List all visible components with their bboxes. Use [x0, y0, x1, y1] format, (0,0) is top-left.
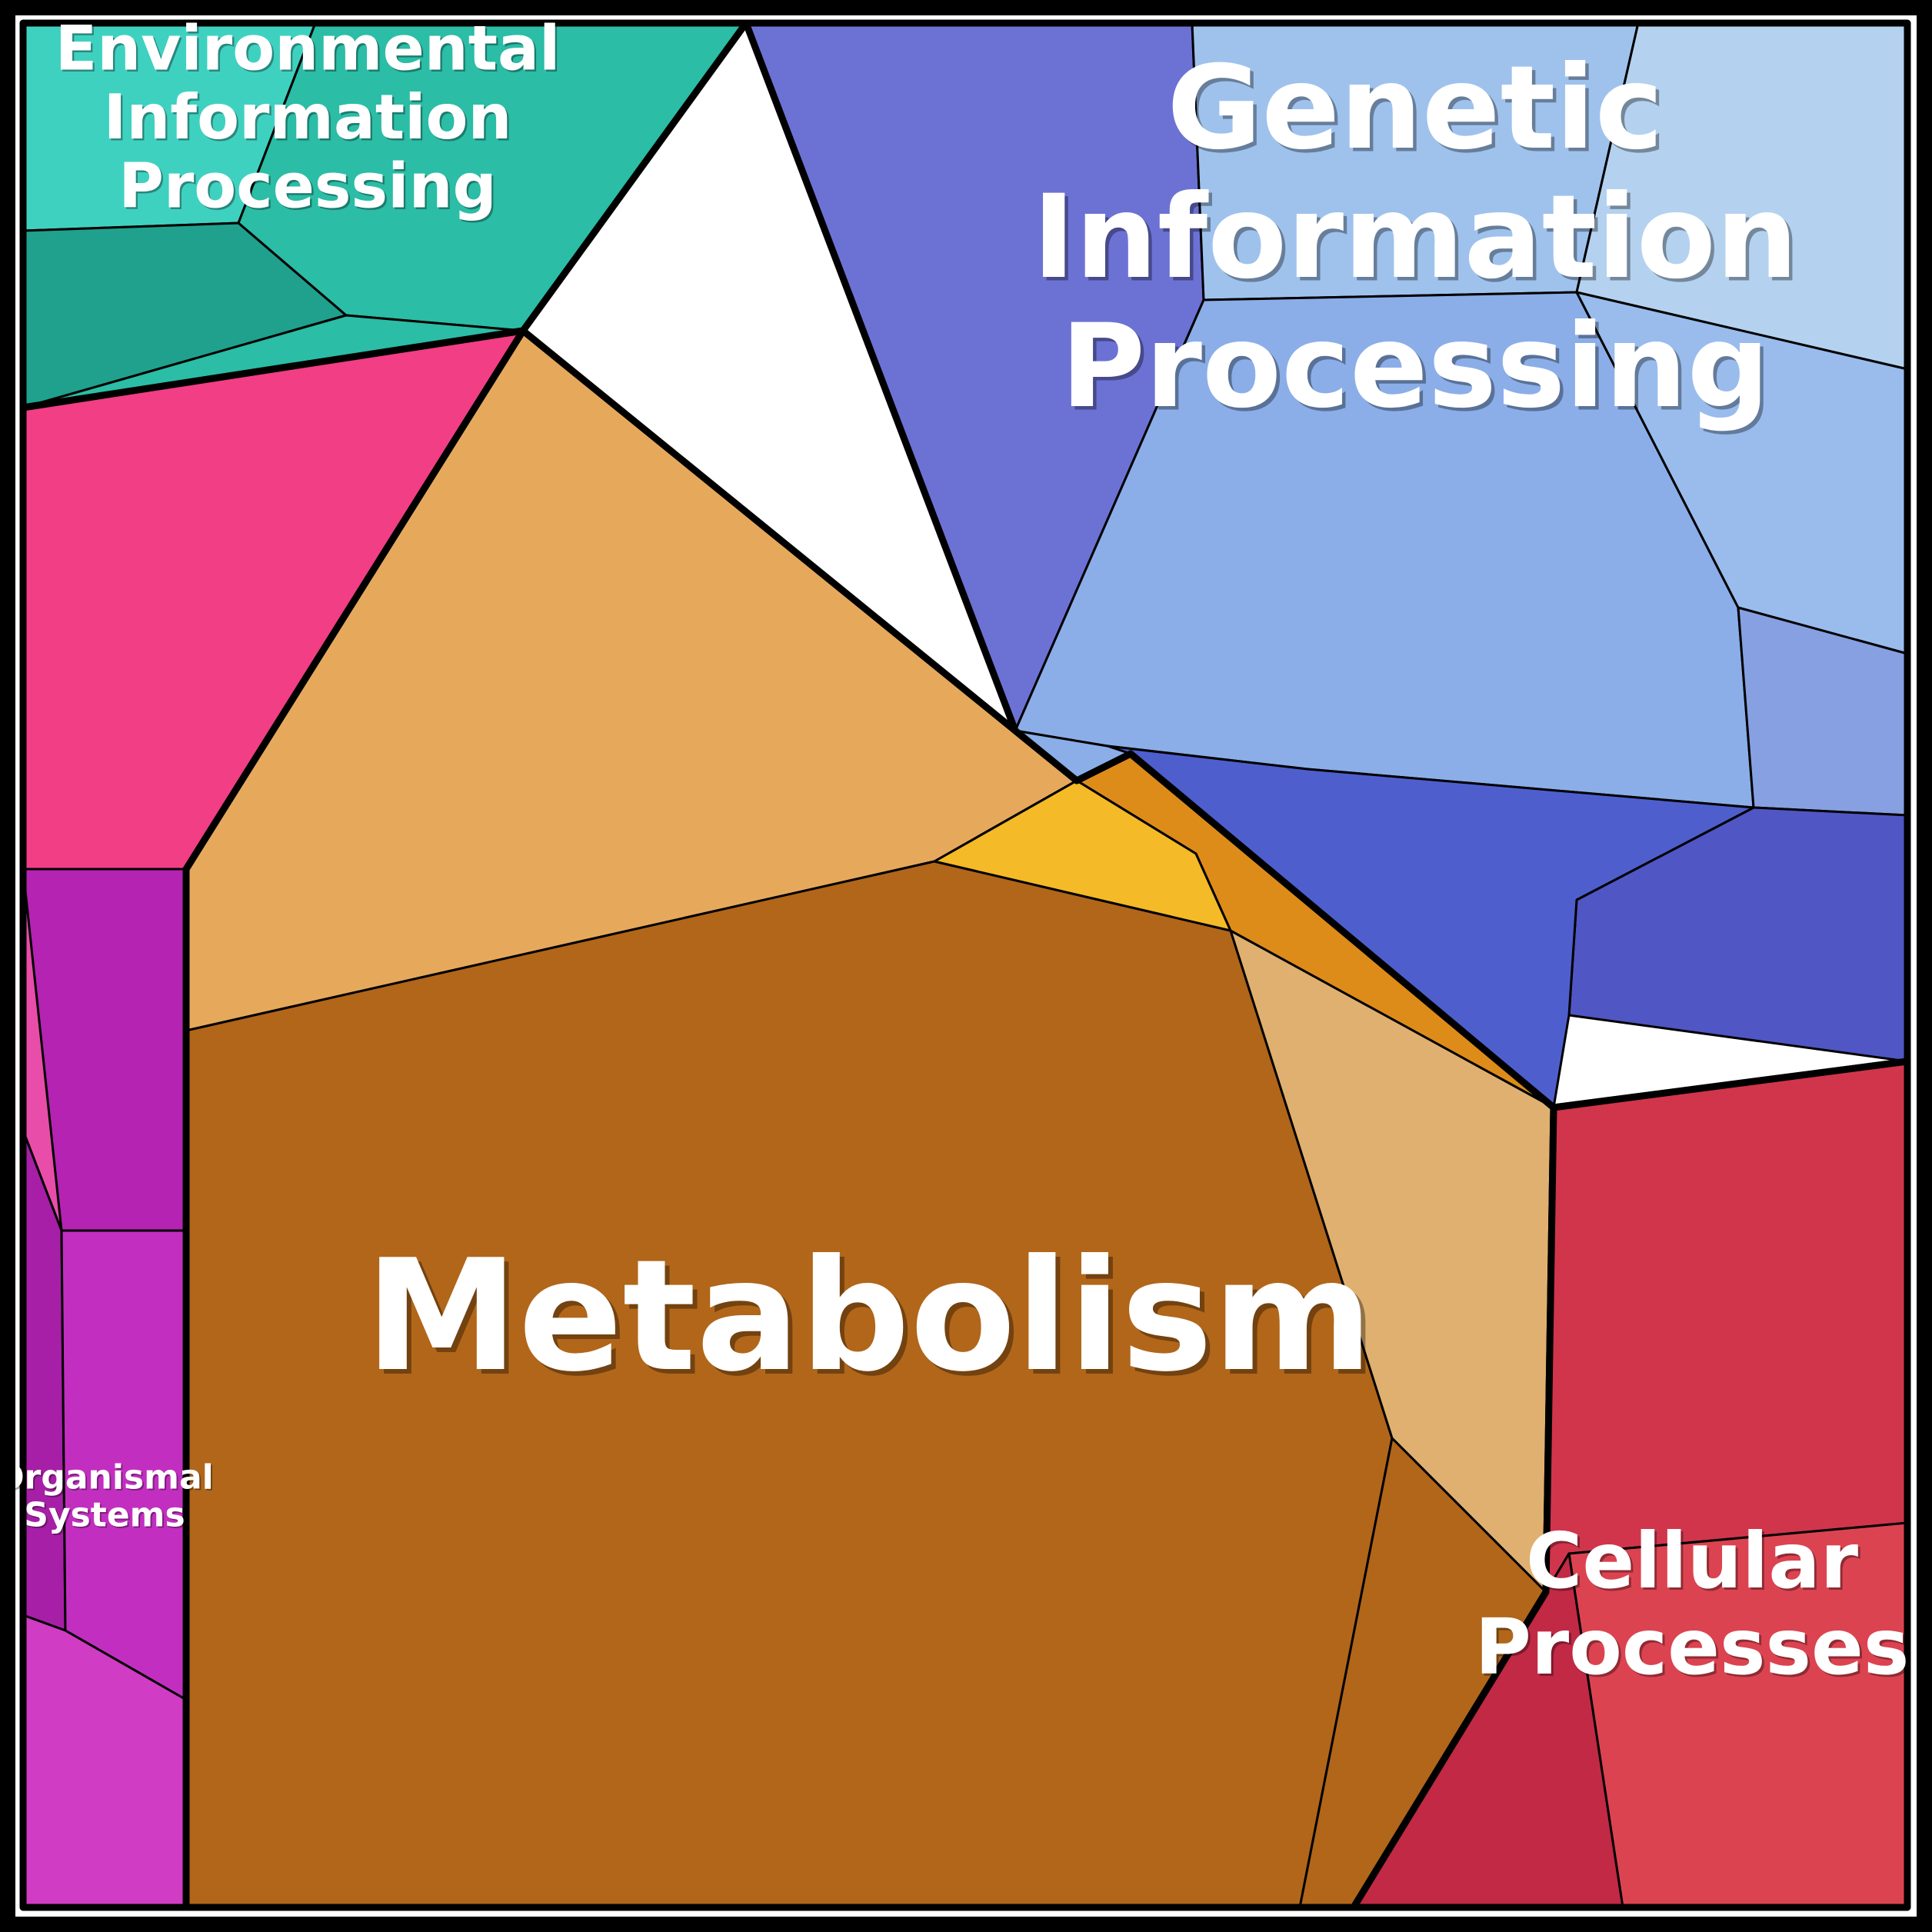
- voronoi-treemap: MetabolismMetabolismGeneticInformationPr…: [0, 0, 1932, 1932]
- region-label-organismal: OrganismalSystems: [0, 1457, 214, 1534]
- region-label-cellular: CellularProcesses: [1475, 1516, 1910, 1692]
- cell: [1546, 1061, 1907, 1592]
- region-label-environmental: EnvironmentalInformationProcessing: [55, 12, 561, 222]
- region-label-metabolism: Metabolism: [365, 1227, 1373, 1406]
